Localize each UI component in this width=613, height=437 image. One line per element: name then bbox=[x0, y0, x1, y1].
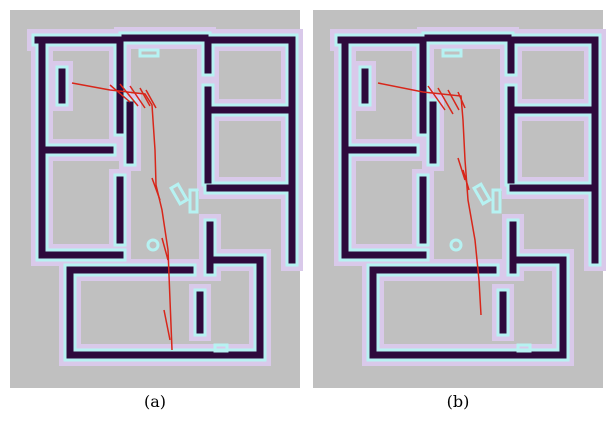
panel-label: (b) bbox=[447, 392, 470, 411]
panel-label: (a) bbox=[144, 392, 166, 411]
figure: (a) (b) bbox=[0, 0, 613, 437]
figure-svg: (a) (b) bbox=[0, 0, 613, 437]
map-panel-a bbox=[10, 10, 300, 388]
map-panel-b bbox=[313, 10, 603, 388]
